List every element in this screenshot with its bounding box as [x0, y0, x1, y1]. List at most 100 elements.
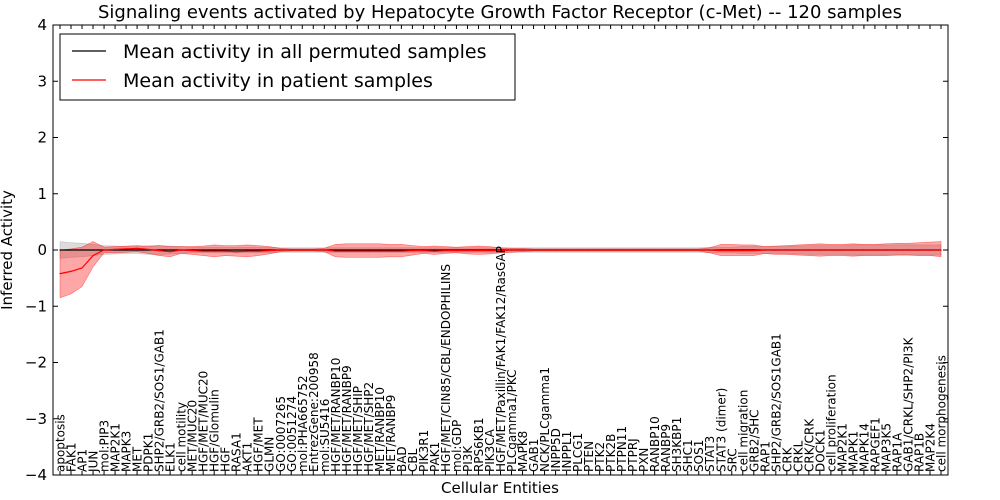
data-point	[874, 249, 876, 251]
y-axis-ticks: 4 3 2 1 0 −1 −2 −3 −4	[25, 16, 948, 484]
data-point	[345, 250, 347, 252]
x-tick-label: MAP2K1	[109, 423, 123, 472]
x-tick-label: HGF/MET/SHP2	[362, 382, 376, 472]
x-tick-label: MAPK8	[516, 431, 530, 472]
x-tick-label: PDPK1	[142, 433, 156, 472]
data-point	[114, 248, 116, 250]
x-tick-label: MET	[131, 446, 145, 472]
data-point	[698, 249, 700, 251]
data-point	[125, 249, 127, 251]
data-point	[819, 249, 821, 251]
band-patient	[59, 241, 942, 299]
data-point	[731, 250, 733, 252]
data-point	[246, 250, 248, 252]
legend-label-patient: Mean activity in patient samples	[123, 70, 433, 92]
data-point	[246, 249, 248, 251]
data-point	[610, 249, 612, 251]
data-point	[830, 249, 832, 251]
x-tick-label: HGF/MET/RANBP10	[329, 358, 343, 472]
x-tick-label: GO:0007265	[274, 396, 288, 472]
data-point	[885, 249, 887, 251]
data-point	[687, 249, 689, 251]
data-point	[389, 250, 391, 252]
x-tick-label: ELK1	[164, 442, 178, 472]
data-point	[70, 270, 72, 272]
x-tick-label: AP1	[76, 449, 90, 472]
x-tick-label: SOS1	[692, 440, 706, 472]
data-point	[81, 267, 83, 269]
data-point	[499, 250, 502, 252]
x-tick-label: GAB1/CRKL/SHP2/PI3K	[902, 336, 916, 472]
x-tick-label: mol:GDP	[450, 420, 464, 472]
x-tick-label: cell morphogenesis	[935, 355, 949, 472]
x-tick-label: MET/RANBP9	[384, 395, 398, 472]
x-tick-label: BAD	[395, 446, 409, 472]
x-tick-label: apoptosis	[54, 414, 68, 472]
x-tick-label: PXN	[637, 448, 651, 472]
x-tick-label: HGF/MET/RANBP9	[340, 365, 354, 472]
data-point	[356, 250, 358, 252]
x-tick-label: STAT3	[703, 436, 717, 472]
x-tick-label: FAK1	[65, 442, 79, 472]
x-tick-label: CRKL	[791, 440, 805, 472]
data-point	[510, 249, 513, 251]
data-point	[367, 250, 369, 252]
data-point	[213, 250, 215, 252]
x-tick-label: STAT3 (dimer)	[714, 388, 728, 472]
x-tick-label: SHP2/GRB2/SOS1GAB1	[769, 333, 783, 472]
x-tick-label: PLCG1	[571, 433, 585, 472]
x-tick-label: HGF/Glomulin	[208, 389, 222, 472]
x-tick-label: RASA1	[230, 432, 244, 472]
data-point	[378, 249, 380, 251]
y-tick-label: 1	[37, 185, 47, 203]
series-lines	[59, 247, 942, 275]
x-tick-label: MET/MUC20	[186, 400, 200, 472]
x-tick-label: AKT1	[241, 442, 255, 472]
x-tick-label: RAP1B	[913, 433, 927, 472]
x-tick-label: HGF/MET	[252, 417, 266, 472]
data-point	[863, 249, 865, 251]
data-point	[433, 250, 435, 252]
data-point	[709, 249, 711, 251]
y-tick-label: −1	[25, 297, 47, 315]
x-tick-label: PTK2	[593, 442, 607, 472]
data-point	[378, 250, 380, 252]
data-point	[466, 250, 469, 252]
x-axis-label: Cellular Entities	[441, 479, 559, 497]
x-tick-label: INPPL1	[560, 431, 574, 472]
data-point	[775, 249, 777, 251]
x-tick-label: RAP1	[758, 441, 772, 472]
data-point	[202, 250, 204, 252]
data-point	[764, 249, 766, 251]
data-point	[543, 249, 546, 251]
x-tick-label: HGF/MET/SHIP	[351, 386, 365, 472]
data-point	[235, 251, 237, 253]
data-point	[191, 250, 193, 252]
data-point	[235, 249, 237, 251]
x-tick-label: HGF	[219, 447, 233, 472]
data-point	[455, 250, 457, 252]
data-point	[477, 250, 480, 252]
data-point	[907, 249, 909, 251]
x-tick-label: INPP5D	[549, 428, 563, 472]
data-point	[433, 249, 435, 251]
data-point	[213, 249, 215, 251]
chart-title: Signaling events activated by Hepatocyte…	[98, 2, 902, 23]
data-point	[400, 250, 402, 252]
x-tick-label: EntrezGene:200958	[307, 352, 321, 472]
data-point	[676, 249, 678, 251]
x-tick-label: GLMN	[263, 437, 277, 472]
x-tick-label: MAP3K5	[879, 423, 893, 472]
data-point	[786, 249, 788, 251]
x-tick-label: CRK/CRK	[802, 418, 816, 472]
data-point	[400, 249, 402, 251]
data-point	[665, 249, 667, 251]
x-tick-label: RANBP10	[648, 416, 662, 472]
data-point	[257, 250, 259, 252]
data-point	[147, 248, 149, 250]
data-point	[257, 249, 259, 251]
x-tick-label: HGF/MET/MUC20	[197, 371, 211, 472]
plot-frame	[52, 24, 949, 476]
x-tick-label: RPS6KB1	[472, 417, 486, 472]
